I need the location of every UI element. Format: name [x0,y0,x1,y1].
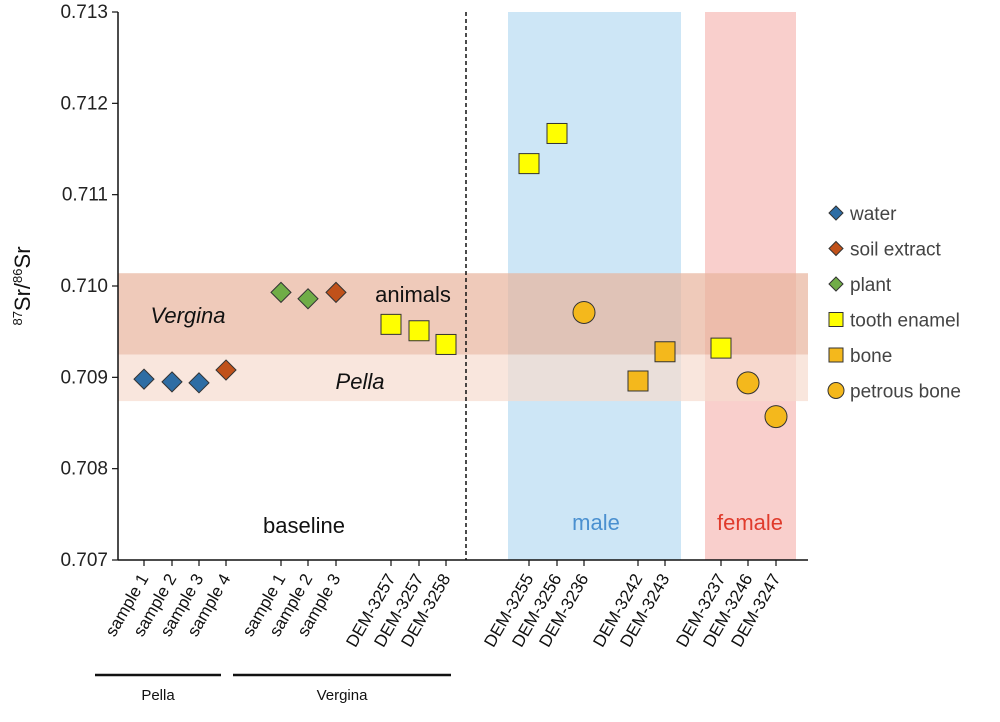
y-tick-label: 0.708 [60,459,108,480]
y-label-sup-86: 86 [10,268,25,282]
female-label: female [717,510,783,535]
legend-plant-label: plant [850,275,892,296]
legend: water soil extract plant tooth enamel bone pe… [827,204,961,403]
pella-group-label: Pella [141,687,175,704]
legend-water-label: water [849,204,897,225]
legend-plant-marker [828,276,844,292]
y-label-sr-end: Sr [10,246,35,268]
y-tick-label: 0.711 [62,185,108,206]
y-label-sup-87: 87 [10,311,25,325]
water-point [133,368,155,390]
legend-bone-marker [828,347,844,363]
y-axis-label: 87Sr/86Sr [10,246,35,325]
plant-point [270,281,292,304]
isotope-bands [118,273,808,402]
sample-groups: Pella Vergina [95,673,451,704]
petrous-bone-point [572,300,596,324]
legend-soil-extract-label: soil extract [850,240,942,261]
tooth-enamel-point [710,337,732,359]
legend-bone-label: bone [850,346,892,367]
bone-point [627,370,649,392]
baseline-label: baseline [263,513,345,538]
animals-label: animals [375,282,451,307]
tooth-enamel-point [546,122,568,144]
y-tick-label: 0.712 [60,93,108,114]
legend-tooth-enamel-marker [828,312,844,327]
petrous-bone-point [764,405,788,429]
y-tick-label: 0.709 [60,367,108,388]
legend-soil-extract-marker [828,240,844,257]
y-axis-ticks: 0.707 0.708 0.709 0.710 0.711 0.712 0.713 [60,2,118,571]
legend-petrous-bone-label: petrous bone [850,382,961,403]
legend-tooth-enamel-label: tooth enamel [850,311,960,332]
soil-extract-point [215,359,237,381]
water-point [161,371,183,393]
y-tick-label: 0.710 [60,276,108,297]
tooth-enamel-point [408,320,430,342]
pella-band [118,354,808,402]
vergina-band-label: Vergina [150,303,225,328]
tooth-enamel-point [435,333,457,355]
legend-water-marker [828,205,844,221]
data-points [133,122,788,429]
water-point [188,372,210,394]
bone-point [654,341,676,363]
tooth-enamel-point [380,313,402,335]
y-tick-label: 0.707 [60,550,108,571]
soil-extract-point [325,281,347,304]
vergina-group-label: Vergina [317,687,369,704]
plant-point [297,288,319,310]
tooth-enamel-point [518,153,540,175]
petrous-bone-point [736,371,760,395]
y-label-sr: Sr/ [10,282,35,311]
y-tick-label: 0.713 [60,2,108,23]
male-label: male [572,510,620,535]
legend-petrous-bone-marker [827,382,845,399]
pella-band-label: Pella [336,369,385,394]
vergina-band [118,273,808,355]
